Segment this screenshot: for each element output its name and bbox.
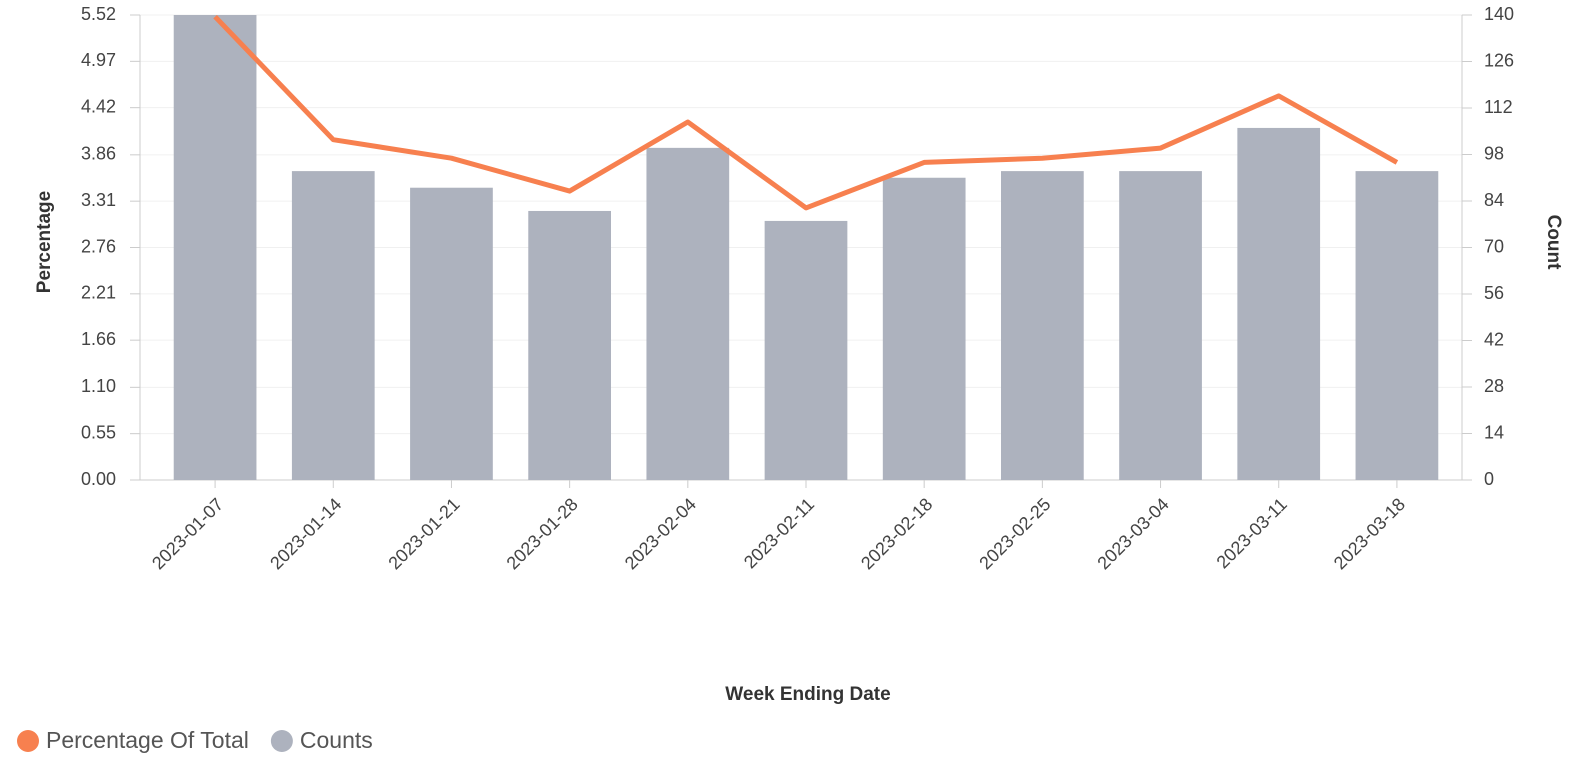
bar — [1001, 171, 1084, 480]
x-axis-title: Week Ending Date — [725, 684, 890, 705]
y-tick-label: 4.97 — [81, 50, 116, 70]
y2-tick-label: 98 — [1484, 143, 1504, 163]
y2-tick-label: 112 — [1484, 97, 1513, 117]
bar — [173, 15, 257, 480]
x-tick-label: 2023-03-18 — [1330, 494, 1409, 573]
bar — [764, 220, 848, 480]
y-tick-label: 4.42 — [81, 96, 116, 116]
x-tick-label: 2023-03-11 — [1213, 494, 1291, 572]
x-tick-label: 2023-02-11 — [740, 494, 818, 572]
legend-label: Percentage Of Total — [46, 727, 249, 753]
y-axis-title: Percentage — [34, 191, 55, 293]
legend-marker — [270, 730, 293, 752]
y-tick-label: 1.66 — [81, 329, 116, 349]
y2-axis-title: Count — [1543, 215, 1564, 271]
y-tick-label: 5.52 — [81, 4, 116, 24]
x-tick-label: 2023-02-18 — [857, 494, 936, 573]
x-tick-label: 2023-02-25 — [975, 494, 1054, 573]
bar — [1237, 127, 1321, 480]
y2-tick-label: 70 — [1484, 236, 1504, 256]
y2-tick-label: 140 — [1484, 4, 1514, 24]
line — [213, 14, 1399, 211]
y2-tick-label: 28 — [1484, 376, 1504, 396]
y2-tick-label: 84 — [1484, 190, 1504, 210]
bar — [1119, 171, 1202, 480]
y2-tick-label: 56 — [1484, 283, 1504, 303]
y-tick-label: 3.86 — [81, 144, 116, 164]
y-tick-label: 3.31 — [81, 190, 116, 210]
bar — [1355, 171, 1439, 480]
x-tick-label: 2023-01-14 — [266, 494, 345, 573]
x-tick-label: 2023-01-21 — [384, 494, 463, 573]
x-tick-label: 2023-03-04 — [1093, 494, 1172, 573]
bar — [528, 210, 611, 480]
y2-tick-label: 126 — [1484, 50, 1514, 70]
y-tick-label: 0.55 — [81, 422, 116, 442]
x-tick-label: 2023-02-04 — [621, 494, 700, 573]
y-tick-label: 2.21 — [81, 283, 116, 303]
x-tick-label: 2023-01-07 — [148, 494, 227, 573]
bar — [646, 147, 730, 480]
x-tick-label: 2023-01-28 — [503, 494, 582, 573]
bar — [882, 177, 966, 480]
y2-tick-label: 42 — [1484, 329, 1504, 349]
y2-tick-label: 14 — [1484, 422, 1504, 442]
bar — [291, 171, 375, 480]
legend-label: Counts — [300, 727, 373, 753]
y-tick-label: 1.10 — [81, 376, 116, 396]
y-tick-label: 0.00 — [81, 469, 116, 489]
legend-marker — [17, 730, 39, 752]
bar — [410, 187, 493, 480]
y-tick-label: 2.76 — [81, 236, 116, 256]
y2-tick-label: 0 — [1484, 469, 1494, 489]
